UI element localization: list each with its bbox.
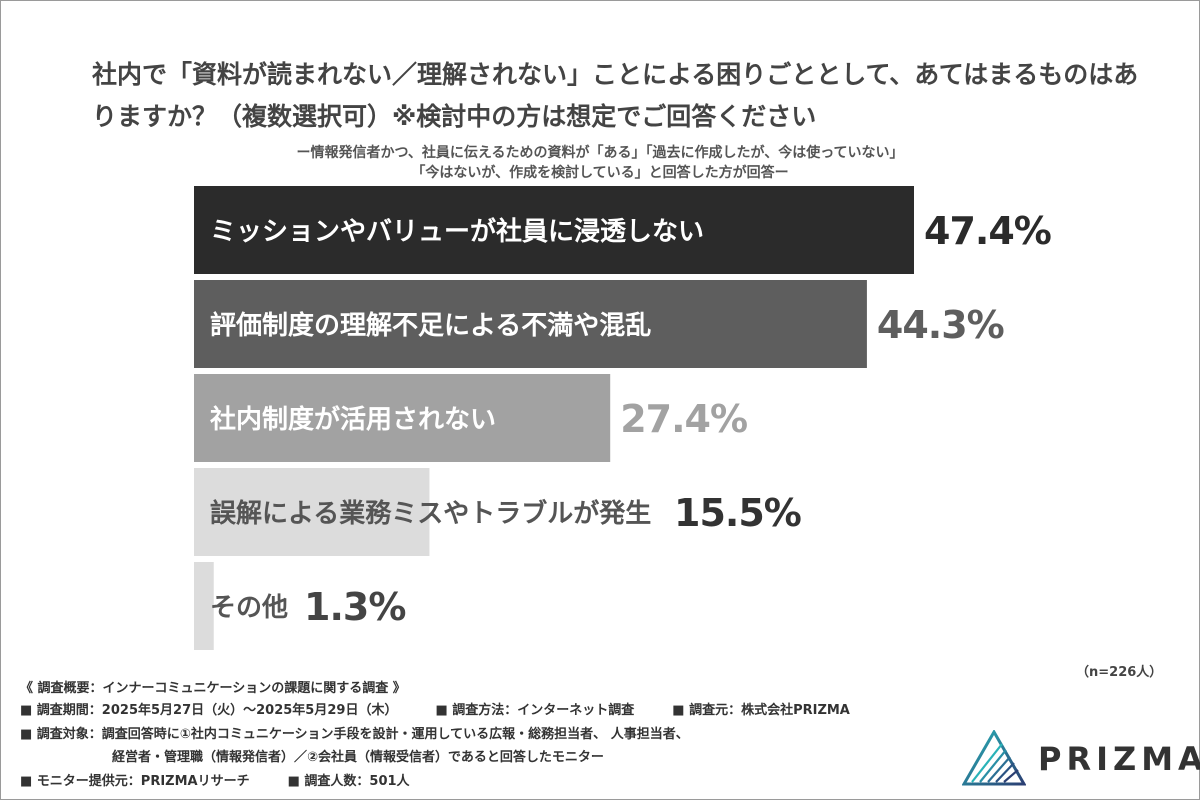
bar-label-1: ミッションやバリューが社員に浸透しない xyxy=(210,216,704,247)
bar-2 xyxy=(194,280,867,368)
bar-label-2: 評価制度の理解不足による不満や混乱 xyxy=(210,310,651,341)
bar-value-4: 15.5% xyxy=(674,491,801,535)
survey-period: ■ 調査期間：2025年5月27日（火）～2025年5月29日（木） xyxy=(20,703,398,718)
bar-4 xyxy=(194,468,430,556)
bar-value-1: 47.4% xyxy=(924,209,1051,253)
survey-provider-row: ■ モニター提供元：PRIZMAリサーチ ■ 調査人数：501人 xyxy=(20,773,410,791)
bar-value-3: 27.4% xyxy=(620,397,747,441)
bar-5 xyxy=(194,562,214,650)
bar-1 xyxy=(194,186,914,274)
survey-method: ■ 調査方法：インターネット調査 xyxy=(435,703,635,718)
survey-provider: ■ モニター提供元：PRIZMAリサーチ xyxy=(20,774,250,789)
bar-label-5: その他 xyxy=(210,593,288,623)
bar-value-2: 44.3% xyxy=(877,303,1004,347)
survey-heading: 《 調査概要：インナーコミュニケーションの課題に関する調査 》 xyxy=(20,681,406,696)
bar-value-5: 1.3% xyxy=(304,585,405,629)
survey-source: ■ 調査元：株式会社PRIZMA xyxy=(672,703,850,718)
prizma-logo-mark-icon xyxy=(961,728,1027,786)
survey-count: ■ 調査人数：501人 xyxy=(287,774,410,789)
chart-subtitle-line-1: ー情報発信者かつ、社員に伝えるための資料が「ある」「過去に作成したが、今は使って… xyxy=(296,145,904,161)
prizma-logo: PRIZMA xyxy=(961,728,1200,786)
survey-target-line-2: 経営者・管理職（情報発信者）／②会社員（情報受信者）であると回答したモニター xyxy=(112,750,604,765)
bar-3 xyxy=(194,374,611,462)
survey-target-cont: 経営者・管理職（情報発信者）／②会社員（情報受信者）であると回答したモニター xyxy=(20,749,604,767)
survey-target: ■ 調査対象：調査回答時に①社内コミュニケーション手段を設計・運用している広報・… xyxy=(20,727,689,742)
survey-info-row: ■ 調査期間：2025年5月27日（火）～2025年5月29日（木） ■ 調査方法… xyxy=(20,702,850,720)
chart-subtitle-line-2: 「今はないが、作成を検討している」と回答した方が回答ー xyxy=(411,165,789,181)
sample-size-note: （n=226人） xyxy=(1076,665,1163,680)
bar-label-3: 社内制度が活用されない xyxy=(210,404,496,435)
prizma-logo-text: PRIZMA xyxy=(1038,740,1200,778)
chart-title: 社内で「資料が読まれない／理解されない」ことによる困りごととして、あてはまるもの… xyxy=(92,60,1139,131)
bar-label-4: 誤解による業務ミスやトラブルが発生 xyxy=(210,498,651,529)
